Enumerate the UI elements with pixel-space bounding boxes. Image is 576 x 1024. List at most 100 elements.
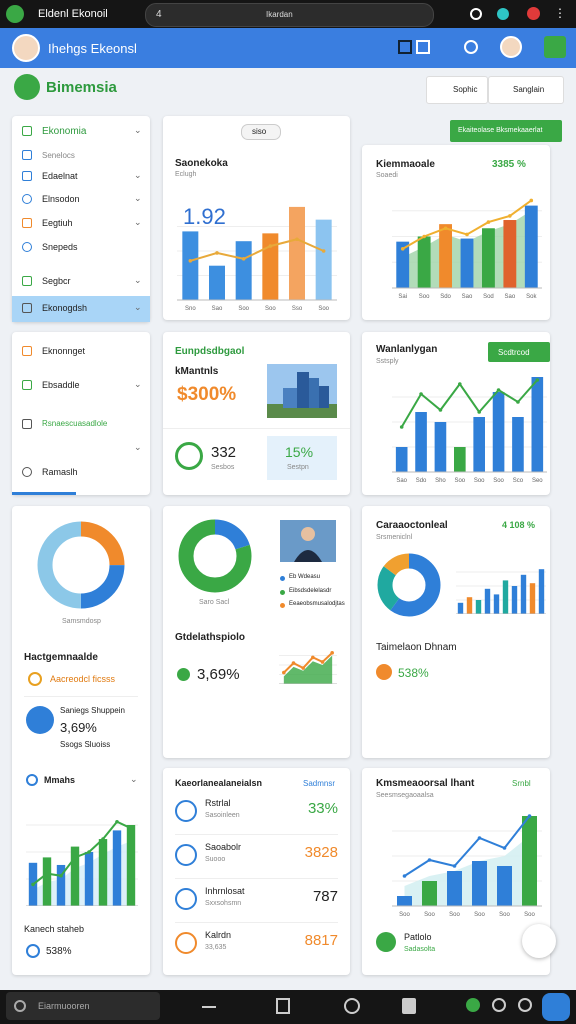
bar — [289, 206, 305, 300]
status-bar: Eldenl Ekonoil 4 Ikardan ⋮ — [0, 0, 576, 28]
line-point — [496, 388, 501, 392]
underline — [12, 492, 76, 495]
sidebar: Ekonomia ⌄ Senelocs Edaelnat ⌄ Elnsodon ⌄ E… — [12, 116, 150, 322]
action-button[interactable]: Ekaiteolase Bksmekaaerlat — [450, 120, 562, 142]
button-label: Ekaiteolase Bksmekaaerlat — [458, 127, 543, 134]
line — [32, 820, 132, 886]
x-tick-label: Seo — [532, 478, 543, 484]
page-icon — [14, 74, 40, 100]
nav-item[interactable]: Ekonogdsh — [42, 303, 88, 313]
icon[interactable] — [398, 40, 412, 54]
icon[interactable] — [344, 998, 360, 1014]
button[interactable]: Sophic — [426, 76, 488, 104]
bar — [84, 852, 94, 906]
x-tick-label: Soo — [524, 912, 535, 918]
page-title: Bimemsia — [46, 79, 117, 96]
nav-item[interactable]: Senelocs — [42, 151, 75, 160]
row-value: 33% — [307, 800, 338, 817]
icon[interactable] — [276, 998, 290, 1014]
app-icon — [6, 5, 24, 23]
icon[interactable] — [527, 7, 540, 20]
bar — [56, 864, 66, 906]
x-tick-label: Soo — [318, 306, 329, 312]
sidebar: Eknonnget Ebsaddle ⌄ Rsnaescuasadlole ⌄ Ra… — [12, 332, 150, 495]
footer-value: 538% — [398, 666, 429, 680]
nav-item[interactable]: Ebsaddle — [42, 380, 80, 390]
icon[interactable] — [416, 40, 430, 54]
x-tick-label: Soo — [474, 912, 485, 918]
nav-item[interactable]: Eegtiuh — [42, 218, 73, 228]
icon[interactable] — [470, 8, 482, 20]
card: Caraaoctonleal 4 108 % Srsmeniclnl Taime… — [362, 506, 550, 758]
bar — [42, 857, 52, 906]
nav-item[interactable]: Eknonnget — [42, 346, 86, 356]
line-point — [295, 237, 299, 242]
fab[interactable] — [522, 924, 556, 958]
icon[interactable] — [402, 998, 416, 1014]
icon[interactable] — [492, 998, 506, 1012]
donut-segment — [37, 521, 125, 609]
legend-item: Eb Wdeasu — [289, 574, 321, 580]
line-point — [477, 836, 482, 840]
card-subtitle: Eclugh — [175, 171, 197, 178]
icon[interactable] — [542, 993, 570, 1021]
row-label: Kalrdn — [205, 930, 232, 940]
stat-title: Saniegs Shuppein — [60, 706, 125, 715]
x-tick-label: Sao — [462, 294, 473, 300]
bar — [511, 586, 518, 614]
x-tick-label: Soo — [238, 306, 249, 312]
bar — [315, 219, 332, 300]
legend-item: Eibsdsdelelasdr — [289, 588, 332, 594]
x-tick-label: Sao — [212, 306, 223, 312]
bar — [182, 231, 199, 300]
x-tick-label: Soo — [399, 912, 410, 918]
nav-item[interactable]: Ekonomia — [42, 126, 87, 137]
x-tick-label: Sco — [513, 478, 524, 484]
search[interactable]: Eiarmuooren — [6, 992, 160, 1020]
line-point — [301, 666, 305, 670]
bar — [522, 816, 537, 906]
card: Wanlanlygan Sstsply Scdtrcod Sao Sdo Sho So… — [362, 332, 550, 495]
button[interactable]: Scdtrcod — [488, 342, 550, 362]
badge-label: siso — [252, 127, 267, 136]
card: Samsmdosp Hactgemnaalde Aacreodcl ficsss… — [12, 506, 150, 975]
line-point — [399, 425, 404, 429]
link[interactable]: Srnbl — [512, 779, 531, 788]
button[interactable]: Sanglain — [488, 76, 564, 104]
icon[interactable] — [497, 8, 509, 20]
menu[interactable]: ⋮ — [554, 6, 566, 20]
line-point — [502, 846, 507, 850]
icon[interactable] — [466, 998, 480, 1012]
line-point — [282, 670, 286, 675]
bar — [397, 896, 412, 906]
line — [403, 815, 531, 877]
bar — [531, 377, 544, 472]
card-title: Kiemmaoale — [376, 159, 435, 170]
icon[interactable] — [464, 40, 478, 54]
card: Kmsmeaoorsal lhant Seesmsegaoaalsa Srnbl… — [362, 768, 556, 975]
nav-item[interactable]: Rsnaescuasadlole — [42, 419, 108, 428]
nav-item[interactable]: Segbcr — [42, 276, 71, 286]
row-icon — [175, 844, 197, 866]
nav-item[interactable]: Snepeds — [42, 242, 78, 252]
count-label: Sesbos — [211, 464, 235, 471]
avatar[interactable] — [12, 34, 40, 62]
bar — [502, 580, 509, 614]
footer-label: Sadasolta — [404, 946, 436, 953]
line-point — [188, 259, 193, 263]
kpi-value: 1.92 — [183, 204, 226, 229]
action-icon[interactable] — [544, 36, 566, 58]
nav-item[interactable]: Elnsodon — [42, 194, 80, 204]
link[interactable]: Sadmnsr — [303, 779, 336, 788]
nav-item[interactable]: Ramaslh — [42, 467, 78, 477]
url-bar[interactable]: 4 Ikardan — [145, 3, 434, 27]
line-point — [320, 660, 325, 664]
avatar[interactable] — [500, 36, 522, 58]
bar — [454, 447, 466, 472]
icon[interactable] — [518, 998, 532, 1012]
row-label: Saoabolr — [205, 842, 242, 852]
nav-item[interactable]: Edaelnat — [42, 171, 78, 181]
app-name: Eldenl Ekonoil — [38, 8, 108, 20]
heading: Hactgemnaalde — [24, 652, 98, 663]
icon[interactable] — [202, 1006, 216, 1008]
